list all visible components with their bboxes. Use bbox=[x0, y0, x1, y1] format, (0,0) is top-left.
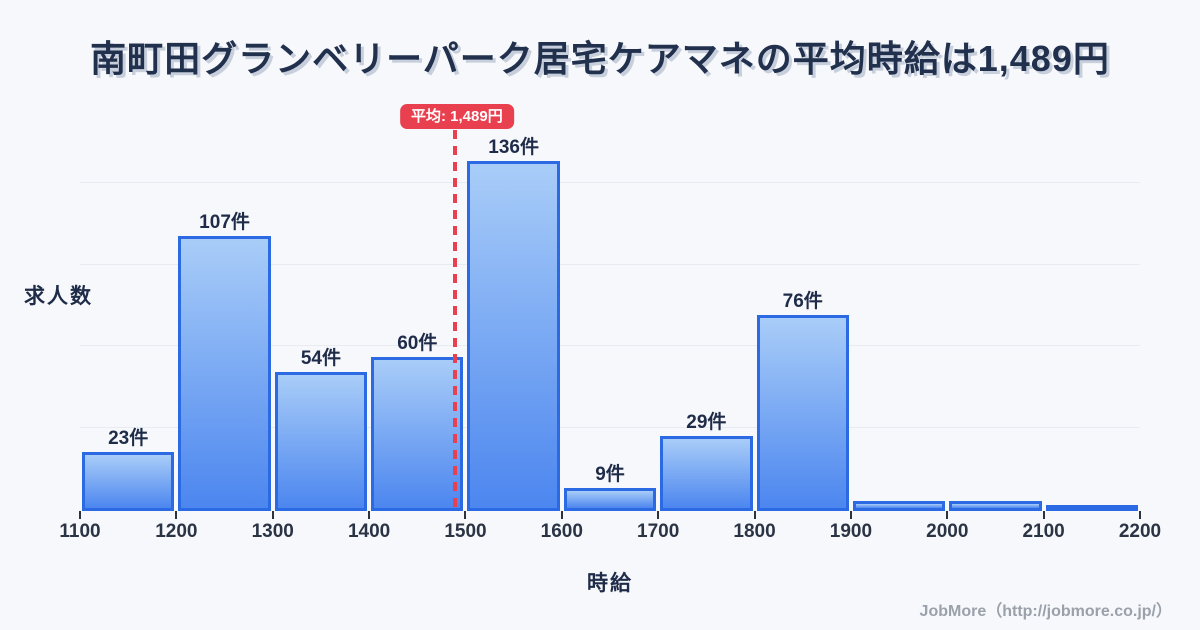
bar bbox=[756, 315, 849, 511]
bar-value-label: 23件 bbox=[108, 428, 149, 449]
bar bbox=[1045, 505, 1138, 511]
x-tick-label: 1200 bbox=[155, 521, 198, 542]
x-tick-label: 1400 bbox=[347, 521, 391, 542]
x-tick bbox=[753, 511, 756, 519]
gridline bbox=[80, 264, 1140, 265]
x-tick-label: 1500 bbox=[444, 521, 487, 542]
x-tick bbox=[79, 511, 81, 519]
x-tick-label: 1600 bbox=[540, 521, 583, 542]
x-tick-label: 1900 bbox=[829, 521, 873, 542]
x-tick-label: 1100 bbox=[59, 521, 101, 542]
average-line bbox=[452, 130, 457, 511]
bar bbox=[949, 501, 1042, 511]
y-axis-label: 求人数 bbox=[24, 285, 93, 308]
bar bbox=[563, 488, 657, 511]
footer-credit: JobMore（http://jobmore.co.jp/） bbox=[919, 603, 1172, 620]
bar-value-label: 29件 bbox=[686, 412, 727, 433]
x-tick-label: 1300 bbox=[251, 521, 294, 542]
gridline bbox=[80, 182, 1140, 183]
x-axis-label: 時給 bbox=[587, 572, 633, 595]
x-tick-label: 1800 bbox=[733, 521, 776, 542]
bar-value-label: 60件 bbox=[397, 333, 438, 354]
x-tick-label: 2100 bbox=[1022, 521, 1065, 542]
bar-value-label: 107件 bbox=[199, 212, 250, 233]
bar bbox=[178, 236, 271, 511]
gridline bbox=[80, 427, 1140, 428]
gridline bbox=[80, 345, 1140, 346]
bar bbox=[371, 357, 464, 511]
plot-area bbox=[80, 140, 1140, 511]
bar-value-label: 54件 bbox=[300, 348, 341, 369]
x-tick bbox=[368, 511, 371, 519]
bar bbox=[274, 372, 368, 511]
page-title: 南町田グランベリーパーク居宅ケアマネの平均時給は1,489円 bbox=[90, 38, 1110, 79]
bar-value-label: 9件 bbox=[595, 464, 625, 485]
x-tick bbox=[657, 511, 660, 519]
x-tick-label: 2000 bbox=[926, 521, 969, 542]
x-tick bbox=[1042, 511, 1045, 519]
x-tick bbox=[560, 511, 563, 519]
x-tick-label: 2200 bbox=[1118, 521, 1162, 542]
x-tick bbox=[271, 511, 274, 519]
x-tick bbox=[175, 511, 178, 519]
x-tick-label: 1700 bbox=[637, 521, 680, 542]
bar bbox=[852, 501, 946, 511]
bar bbox=[660, 436, 753, 511]
bar-value-label: 136件 bbox=[488, 137, 539, 158]
x-tick bbox=[1139, 511, 1141, 519]
bar bbox=[467, 161, 560, 511]
x-tick bbox=[464, 511, 467, 519]
bar bbox=[82, 452, 175, 511]
bar-value-label: 76件 bbox=[782, 291, 823, 312]
x-tick bbox=[946, 511, 949, 519]
x-tick bbox=[849, 511, 852, 519]
average-badge: 平均: 1,489円 bbox=[399, 104, 514, 129]
